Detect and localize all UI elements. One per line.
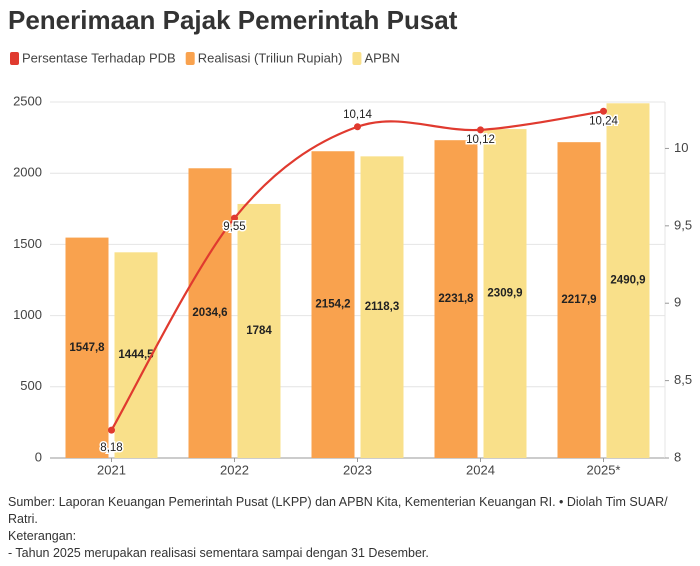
- legend-item: Persentase Terhadap PDB: [10, 50, 176, 65]
- bar-label: 2231,8: [438, 293, 474, 305]
- legend-label: Realisasi (Triliun Rupiah): [198, 50, 343, 65]
- bar: [434, 140, 478, 458]
- x-tick-label: 2024: [466, 462, 495, 477]
- y-tick-label: 0: [35, 449, 42, 464]
- bar-label: 2118,3: [365, 301, 400, 313]
- y2-tick-label: 9,5: [674, 217, 692, 232]
- line-point: [108, 426, 115, 434]
- notes-title: Keterangan:: [8, 529, 77, 543]
- source: Sumber: Laporan Keuangan Pemerintah Pusa…: [8, 495, 668, 526]
- y-tick-label: 2500: [13, 93, 42, 108]
- y2-tick-label: 9: [674, 295, 681, 310]
- y-tick-label: 1500: [13, 236, 42, 251]
- line-point: [231, 214, 238, 222]
- legend-swatch: [185, 52, 195, 65]
- bar-label: 2154,2: [315, 299, 350, 311]
- line-label: 8,18: [100, 442, 122, 454]
- bar: [557, 142, 601, 459]
- legend-label: APBN: [364, 50, 399, 65]
- y2-tick-label: 8: [674, 449, 681, 464]
- legend-item: APBN: [352, 50, 400, 65]
- bar: [114, 252, 158, 458]
- x-tick-label: 2023: [343, 462, 372, 477]
- y-tick-label: 1000: [13, 307, 42, 322]
- line-point: [600, 107, 607, 115]
- footer: Sumber: Laporan Keuangan Pemerintah Pusa…: [8, 494, 698, 562]
- legend-swatch: [10, 52, 19, 65]
- line: [110, 110, 604, 431]
- legend-swatch: [352, 52, 362, 65]
- bar: [188, 168, 232, 459]
- line-label: 10,12: [466, 134, 495, 146]
- line-label: 9,55: [223, 221, 245, 233]
- bar-label: 2490,9: [610, 275, 645, 287]
- y2-tick-label: 10: [674, 140, 688, 155]
- bar-label: 1547,8: [69, 342, 105, 354]
- bar: [311, 151, 355, 458]
- x-tick-label: 2021: [97, 462, 126, 477]
- line-label: 10,24: [589, 115, 618, 127]
- chart-title: Penerimaan Pajak Pemerintah Pusat: [8, 5, 458, 35]
- bar: [606, 103, 650, 458]
- line-point: [477, 126, 484, 134]
- chart: Penerimaan Pajak Pemerintah Pusat 0 500 10…: [8, 5, 692, 478]
- line-label: 10,14: [343, 109, 372, 121]
- bar-label: 1784: [246, 325, 272, 337]
- bar: [237, 203, 281, 458]
- y-tick-label: 2000: [13, 165, 42, 180]
- line-point: [354, 123, 361, 131]
- bar: [360, 156, 404, 459]
- legend-label: Persentase Terhadap PDB: [22, 50, 176, 65]
- legend-item: Realisasi (Triliun Rupiah): [185, 50, 343, 65]
- y-tick-label: 500: [20, 378, 42, 393]
- bar-label: 2034,6: [192, 307, 227, 319]
- bar-label: 1444,5: [118, 349, 154, 361]
- bar-label: 2217,9: [561, 294, 596, 306]
- x-tick-label: 2022: [220, 462, 249, 477]
- bar-label: 2309,9: [487, 288, 522, 300]
- note: - Tahun 2025 merupakan realisasi sementa…: [8, 546, 429, 560]
- x-tick-label: 2025*: [587, 462, 621, 477]
- bar: [483, 129, 527, 458]
- bar: [65, 237, 109, 458]
- y2-tick-label: 8,5: [674, 372, 692, 387]
